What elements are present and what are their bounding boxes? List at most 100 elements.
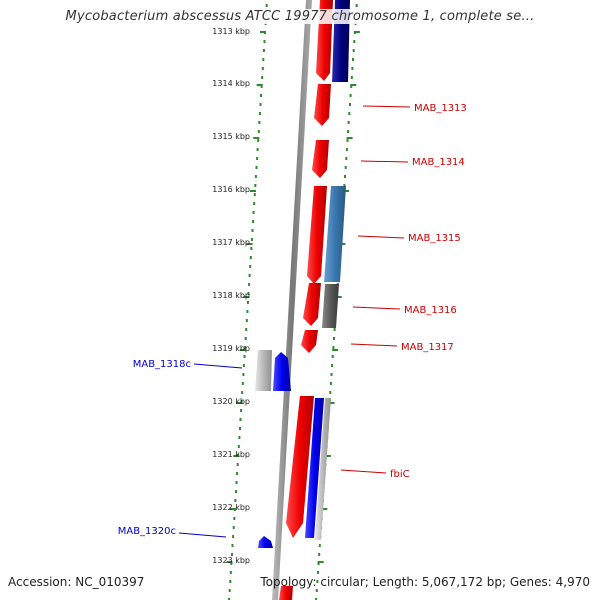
track-dot: [229, 580, 232, 583]
track-dot: [245, 328, 248, 331]
track-dot: [235, 481, 238, 484]
track-dot: [261, 76, 264, 79]
track-dot: [318, 553, 321, 556]
major-tick: [233, 455, 240, 457]
ruler-label: 1318 kbp: [212, 291, 250, 300]
track-dot: [315, 598, 318, 600]
major-tick: [350, 84, 357, 86]
major-tick: [332, 349, 339, 351]
reverse-genes: [255, 0, 350, 548]
major-tick: [339, 243, 346, 245]
track-dot: [261, 67, 264, 70]
track-dot: [252, 220, 255, 223]
leader-line: [340, 469, 387, 474]
gene-labels: MAB_1313 MAB_1314 MAB_1315 MAB_1316 MAB_…: [118, 103, 467, 537]
chromosome-backbone: [272, 0, 312, 600]
track-dot: [254, 184, 257, 187]
track-dot: [243, 355, 246, 358]
track-dot: [353, 40, 356, 43]
track-dot: [232, 535, 235, 538]
gene-label-MAB_1316[interactable]: MAB_1316: [404, 305, 457, 316]
ruler: 1313 kbp 1314 kbp 1315 kbp 1316 kbp 1317…: [212, 27, 250, 565]
track-dot: [262, 49, 265, 52]
gene-feature-reverse: [324, 186, 346, 282]
track-dot: [253, 202, 256, 205]
track-dot: [251, 229, 254, 232]
gene-feature-fbiC: [286, 396, 314, 538]
track-dot: [248, 283, 251, 286]
gene-label-MAB_1317[interactable]: MAB_1317: [401, 342, 454, 353]
leader-line: [357, 235, 405, 239]
track-dot: [343, 184, 346, 187]
track-dot: [352, 49, 355, 52]
track-dot: [229, 571, 232, 574]
gene-feature-reverse: [322, 284, 339, 328]
gene-label-fbiC[interactable]: fbiC: [390, 469, 410, 480]
major-tick: [256, 84, 263, 86]
track-dot: [315, 589, 318, 592]
track-dot: [250, 238, 253, 241]
track-dot: [244, 346, 247, 349]
major-tick: [346, 137, 353, 139]
track-dot: [346, 139, 349, 142]
genome-stats-text: Topology: circular; Length: 5,067,172 bp…: [260, 575, 590, 589]
gene-feature-MAB_1320c: [258, 536, 273, 548]
track-dot: [244, 337, 247, 340]
gene-label-MAB_1313[interactable]: MAB_1313: [414, 103, 467, 114]
track-dot: [350, 85, 353, 88]
track-dot: [233, 517, 236, 520]
gene-label-MAB_1314[interactable]: MAB_1314: [412, 157, 465, 168]
track-dot: [263, 40, 266, 43]
major-tick: [229, 508, 236, 510]
track-dot: [235, 490, 237, 493]
gene-feature-MAB_1318c: [273, 352, 291, 391]
gene-feature-forward: [303, 283, 321, 326]
major-tick: [328, 402, 335, 404]
major-tick: [353, 31, 360, 33]
ruler-label: 1316 kbp: [212, 185, 250, 194]
track-dot: [252, 211, 255, 214]
gene-label-leaders: [178, 105, 411, 538]
ruler-label: 1317 kbp: [212, 238, 250, 247]
major-tick: [253, 137, 260, 139]
leader-line: [360, 160, 409, 163]
major-tick: [321, 508, 328, 510]
major-tick: [343, 190, 349, 192]
major-tick: [335, 296, 342, 298]
track-dot: [350, 76, 353, 79]
ruler-label: 1320 kbp: [212, 397, 250, 406]
major-tick: [236, 402, 243, 404]
track-dot: [344, 166, 347, 169]
track-dot: [241, 382, 244, 385]
track-dot: [239, 418, 242, 421]
ruler-label: 1323 kbp: [212, 556, 250, 565]
major-tick: [260, 31, 266, 33]
track-dot: [347, 130, 350, 133]
gene-feature-forward: [307, 186, 327, 284]
track-dot: [351, 67, 354, 70]
track-dot: [317, 562, 320, 565]
track-dot: [355, 4, 358, 7]
track-dot: [344, 175, 346, 178]
track-dot: [333, 337, 335, 340]
major-tick: [226, 561, 233, 563]
leader-line: [362, 105, 411, 108]
track-dot: [242, 373, 245, 376]
track-dot: [265, 4, 268, 7]
gene-label-MAB_1315[interactable]: MAB_1315: [408, 233, 461, 244]
leader-line: [350, 343, 398, 347]
gene-feature-reverse: [305, 398, 324, 538]
track-dot: [253, 193, 256, 196]
track-dot: [352, 58, 354, 61]
ruler-label: 1319 kbp: [212, 344, 250, 353]
track-dot: [317, 571, 319, 574]
gene-label-MAB_1320c[interactable]: MAB_1320c: [118, 526, 176, 537]
major-tick: [317, 561, 324, 563]
left-dotted-track: [226, 4, 268, 600]
track-dot: [240, 400, 243, 403]
track-dot: [234, 499, 237, 502]
track-dot: [236, 463, 239, 466]
track-dot: [262, 58, 265, 61]
ruler-label: 1313 kbp: [212, 27, 250, 36]
gene-label-MAB_1318c[interactable]: MAB_1318c: [133, 359, 191, 370]
